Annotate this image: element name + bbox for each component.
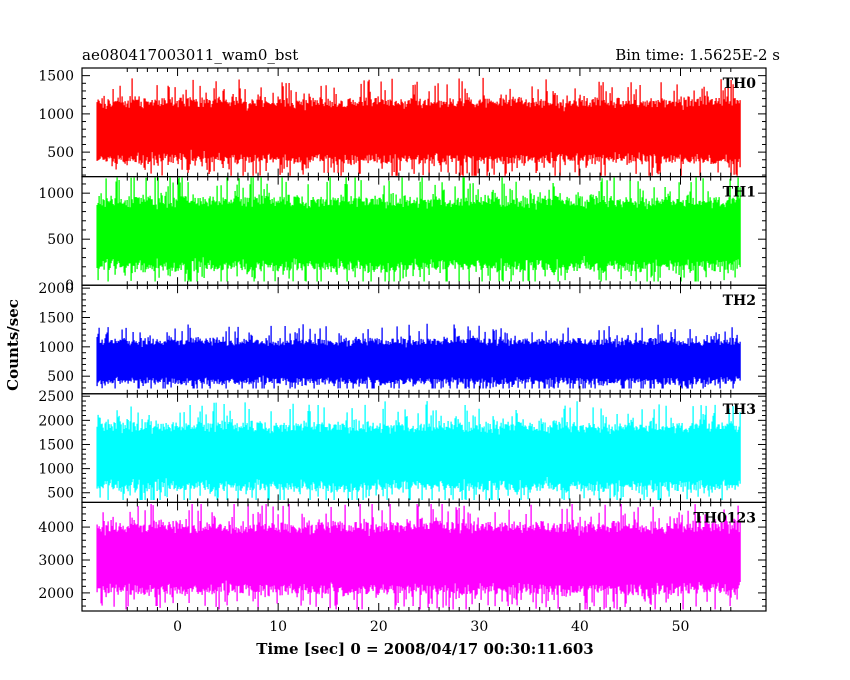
y-tick-label: 1500 xyxy=(38,310,74,326)
y-tick-label: 1000 xyxy=(38,186,74,202)
series-th0 xyxy=(96,77,741,176)
panel-frame xyxy=(81,501,767,612)
panel-label: TH3 xyxy=(723,402,756,418)
panel-th0123: 2000 3000 4000 TH0123 xyxy=(38,501,767,612)
chart-title: ae080417003011_wam0_bst xyxy=(82,46,298,64)
series-th1 xyxy=(96,177,741,282)
x-tick-label: 50 xyxy=(672,619,690,635)
panel-th2: 500 1000 1500 2000 TH2 xyxy=(38,281,767,395)
y-tick-label: 2500 xyxy=(38,389,74,405)
series-th0123 xyxy=(96,504,741,610)
x-tick-label: 20 xyxy=(370,619,388,635)
y-tick-label: 500 xyxy=(47,369,74,385)
y-tick-label: 500 xyxy=(47,145,74,161)
panel-th1: 0 500 1000 TH1 xyxy=(38,176,767,294)
y-tick-label: 500 xyxy=(47,486,74,502)
y-axis-label: Counts/sec xyxy=(4,299,22,391)
y-tick-label: 2000 xyxy=(38,586,74,602)
bin-time-label: Bin time: 1.5625E-2 s xyxy=(615,46,780,64)
x-tick-label: 0 xyxy=(173,619,182,635)
y-tick-label: 1000 xyxy=(38,340,74,356)
x-axis-label: Time [sec] 0 = 2008/04/17 00:30:11.603 xyxy=(256,640,593,658)
y-tick-label: 0 xyxy=(65,278,74,294)
y-tick-label: 1500 xyxy=(38,69,74,85)
panel-th0: 500 1000 1500 TH0 xyxy=(38,67,767,178)
x-tick-label: 30 xyxy=(470,619,488,635)
y-tick-label: 500 xyxy=(47,232,74,248)
y-tick-label: 2000 xyxy=(38,413,74,429)
x-tick-label: 40 xyxy=(571,619,589,635)
panel-label: TH2 xyxy=(723,293,756,309)
panel-th3: 500 1000 1500 2000 2500 TH3 xyxy=(38,389,767,503)
x-tick-label: 10 xyxy=(269,619,287,635)
y-tick-label: 4000 xyxy=(38,520,74,536)
y-tick-label: 1000 xyxy=(38,462,74,478)
panel-label: TH0 xyxy=(723,76,757,92)
y-tick-label: 2000 xyxy=(38,281,74,297)
y-tick-label: 3000 xyxy=(38,553,74,569)
y-tick-label: 1500 xyxy=(38,437,74,453)
series-th3 xyxy=(96,401,741,500)
series-th2 xyxy=(96,323,741,389)
panel-label: TH1 xyxy=(723,185,756,201)
panel-label: TH0123 xyxy=(693,510,756,526)
y-tick-label: 1000 xyxy=(38,107,74,123)
